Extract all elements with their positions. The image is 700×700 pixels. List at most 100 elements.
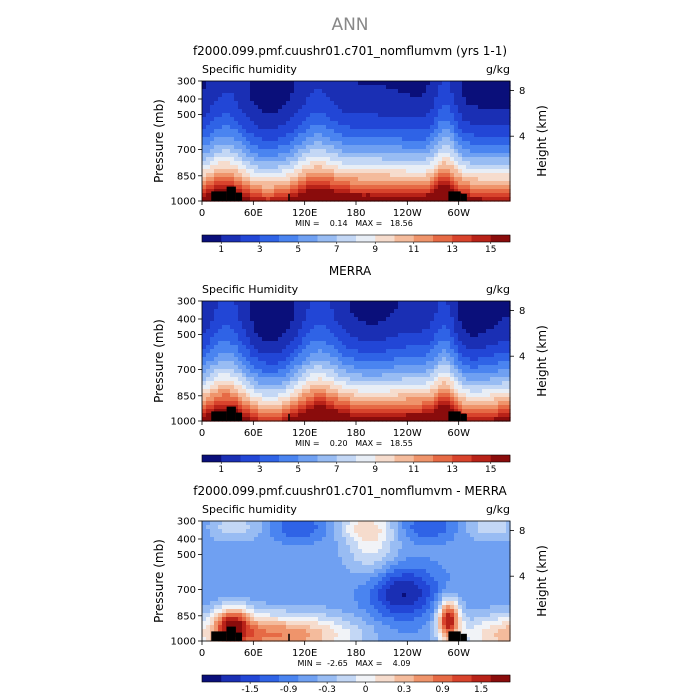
- heatmap-cell: [450, 149, 455, 154]
- heatmap-cell: [422, 145, 427, 150]
- heatmap-cell: [282, 397, 287, 402]
- heatmap-cell: [330, 313, 335, 318]
- heatmap-cell: [450, 301, 455, 306]
- heatmap-cell: [210, 329, 215, 334]
- heatmap-cell: [210, 369, 215, 374]
- heatmap-cell: [310, 105, 315, 110]
- heatmap-cell: [242, 361, 247, 366]
- heatmap-cell: [278, 401, 283, 406]
- heatmap-cell: [330, 309, 335, 314]
- heatmap-cell: [354, 325, 359, 330]
- heatmap-cell: [490, 337, 495, 342]
- heatmap-cell: [346, 85, 351, 90]
- heatmap-cell: [354, 317, 359, 322]
- heatmap-cell: [454, 117, 459, 122]
- heatmap-cell: [286, 301, 291, 306]
- heatmap-cell: [206, 137, 211, 142]
- heatmap-cell: [446, 401, 451, 406]
- heatmap-cell: [206, 529, 211, 534]
- heatmap-cell: [350, 305, 355, 310]
- heatmap-cell: [310, 113, 315, 118]
- heatmap-cell: [230, 101, 235, 106]
- heatmap-cell: [246, 401, 251, 406]
- heatmap-cell: [354, 105, 359, 110]
- heatmap-cell: [270, 317, 275, 322]
- heatmap-cell: [290, 189, 295, 194]
- heatmap-cell: [266, 185, 271, 190]
- heatmap-cell: [234, 105, 239, 110]
- heatmap-cell: [410, 305, 415, 310]
- heatmap-cell: [370, 113, 375, 118]
- heatmap-cell: [334, 357, 339, 362]
- heatmap-cell: [402, 169, 407, 174]
- heatmap-cell: [282, 157, 287, 162]
- heatmap-cell: [334, 185, 339, 190]
- heatmap-cell: [506, 361, 511, 366]
- heatmap-cell: [350, 413, 355, 418]
- heatmap-cell: [374, 305, 379, 310]
- heatmap-cell: [306, 105, 311, 110]
- heatmap-cell: [374, 393, 379, 398]
- heatmap-cell: [262, 377, 267, 382]
- heatmap-cell: [310, 117, 315, 122]
- heatmap-cell: [458, 113, 463, 118]
- heatmap-cell: [426, 141, 431, 146]
- heatmap-cell: [202, 161, 207, 166]
- heatmap-cell: [226, 317, 231, 322]
- heatmap-cell: [386, 337, 391, 342]
- heatmap-cell: [462, 365, 467, 370]
- heatmap-cell: [486, 85, 491, 90]
- heatmap-cell: [418, 117, 423, 122]
- heatmap-cell: [330, 165, 335, 170]
- heatmap-cell: [266, 85, 271, 90]
- heatmap-cell: [422, 309, 427, 314]
- heatmap-cell: [282, 113, 287, 118]
- heatmap-cell: [318, 317, 323, 322]
- heatmap-cell: [374, 325, 379, 330]
- heatmap-cell: [298, 389, 303, 394]
- heatmap-cell: [450, 157, 455, 162]
- heatmap-cell: [218, 365, 223, 370]
- heatmap-cell: [214, 125, 219, 130]
- heatmap-cell: [378, 197, 383, 202]
- heatmap-cell: [414, 405, 419, 410]
- heatmap-cell: [350, 381, 355, 386]
- heatmap-cell: [342, 345, 347, 350]
- heatmap-cell: [282, 309, 287, 314]
- longitude-axis: 0 60E 120E 180 120W 60W: [199, 421, 470, 439]
- heatmap-cell: [258, 105, 263, 110]
- heatmap-cell: [202, 373, 207, 378]
- heatmap-cell: [374, 193, 379, 198]
- heatmap-cell: [314, 377, 319, 382]
- heatmap-cell: [414, 305, 419, 310]
- heatmap-cell: [394, 365, 399, 370]
- heatmap-cell: [494, 125, 499, 130]
- heatmap-cell: [394, 153, 399, 158]
- heatmap-cell: [442, 357, 447, 362]
- heatmap-cell: [330, 85, 335, 90]
- heatmap-cell: [506, 177, 511, 182]
- heatmap-cell: [462, 185, 467, 190]
- heatmap-cell: [390, 405, 395, 410]
- heatmap-cell: [394, 305, 399, 310]
- heatmap-cell: [430, 185, 435, 190]
- heatmap-cell: [238, 401, 243, 406]
- heatmap-cell: [498, 373, 503, 378]
- heatmap-cell: [222, 521, 227, 526]
- heatmap-cell: [482, 169, 487, 174]
- heatmap-cell: [282, 405, 287, 410]
- heatmap-cell: [210, 137, 215, 142]
- heatmap-cell: [394, 341, 399, 346]
- heatmap-cell: [442, 325, 447, 330]
- heatmap-cell: [366, 161, 371, 166]
- heatmap-cell: [334, 397, 339, 402]
- heatmap-cell: [214, 85, 219, 90]
- heatmap-cell: [506, 105, 511, 110]
- heatmap-cell: [330, 109, 335, 114]
- heatmap-cell: [410, 417, 415, 422]
- heatmap-cell: [234, 149, 239, 154]
- colorbar-label: 11: [408, 245, 419, 255]
- heatmap-cell: [402, 113, 407, 118]
- heatmap-cell: [258, 413, 263, 418]
- heatmap-cell: [362, 381, 367, 386]
